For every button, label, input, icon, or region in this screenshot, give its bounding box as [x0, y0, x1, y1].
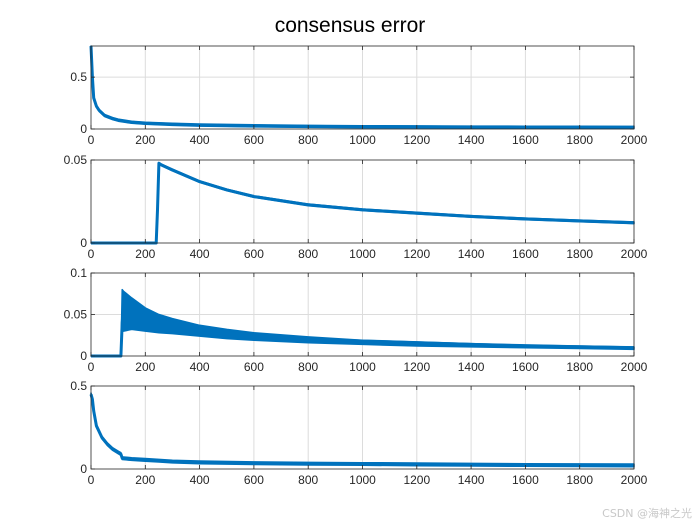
subplot-2: 0 200 400 600 800 1000 1200 1400 1600 1800 2000 0 0.…	[64, 153, 648, 261]
x-tick-label: 1600	[512, 247, 539, 261]
series-line	[89, 45, 635, 129]
y-tick-label: 0.5	[70, 379, 87, 393]
y-tick-label: 0	[80, 122, 87, 136]
series-line	[91, 304, 635, 358]
x-tick-label: 1400	[458, 247, 485, 261]
series-line	[91, 161, 635, 245]
y-tick-label: 0.05	[64, 308, 88, 322]
x-tick-label: 400	[190, 133, 210, 147]
y-tick-label: 0.05	[64, 153, 88, 167]
x-tick-label: 600	[244, 473, 264, 487]
x-tick-label: 1400	[458, 473, 485, 487]
x-tick-label: 0	[88, 133, 95, 147]
x-tick-label: 200	[135, 473, 155, 487]
x-tick-label: 1800	[566, 247, 593, 261]
x-tick-label: 1400	[458, 360, 485, 374]
x-tick-label: 1800	[566, 360, 593, 374]
y-tick-label: 0	[80, 349, 87, 363]
x-tick-label: 200	[135, 247, 155, 261]
x-tick-label: 0	[88, 360, 95, 374]
x-tick-label: 1600	[512, 133, 539, 147]
x-tick-label: 1000	[349, 247, 376, 261]
x-tick-label: 1600	[512, 473, 539, 487]
x-tick-label: 2000	[621, 247, 648, 261]
x-tick-label: 0	[88, 473, 95, 487]
x-tick-label: 1600	[512, 360, 539, 374]
x-tick-label: 1800	[566, 473, 593, 487]
x-tick-label: 2000	[621, 360, 648, 374]
y-tick-label: 0	[80, 462, 87, 476]
x-tick-label: 0	[88, 247, 95, 261]
x-tick-label: 800	[298, 133, 318, 147]
x-tick-label: 200	[135, 133, 155, 147]
subplot-3: 0 200 400 600 800 1000 1200 1400 1600 1800 2000 0 0.…	[64, 266, 648, 374]
x-tick-label: 1200	[403, 133, 430, 147]
watermark: CSDN @海神之光	[602, 507, 692, 520]
x-tick-label: 2000	[621, 133, 648, 147]
x-tick-label: 2000	[621, 473, 648, 487]
x-tick-label: 1000	[349, 133, 376, 147]
x-tick-label: 1400	[458, 133, 485, 147]
x-tick-label: 1800	[566, 133, 593, 147]
subplot-4: 0 200 400 600 800 1000 1200 1400 1600 1800 2000 0 0.…	[70, 379, 647, 487]
x-tick-label: 800	[298, 247, 318, 261]
x-tick-label: 600	[244, 133, 264, 147]
x-tick-label: 400	[190, 247, 210, 261]
x-tick-label: 1200	[403, 360, 430, 374]
x-tick-label: 1000	[349, 360, 376, 374]
subplot-1: 0 200 400 600 800 1000 1200 1400 1600 1800 2000 0 0.…	[70, 45, 648, 147]
x-tick-label: 800	[298, 473, 318, 487]
x-tick-label: 600	[244, 247, 264, 261]
y-tick-label: 0	[80, 236, 87, 250]
y-tick-label: 0.1	[70, 266, 87, 280]
y-tick-label: 0.5	[70, 70, 87, 84]
subplots: 0 200 400 600 800 1000 1200 1400 1600 1800 200000.…	[64, 45, 648, 487]
x-tick-label: 200	[135, 360, 155, 374]
x-tick-label: 1200	[403, 473, 430, 487]
x-tick-label: 400	[190, 473, 210, 487]
x-tick-label: 1000	[349, 473, 376, 487]
x-tick-label: 800	[298, 360, 318, 374]
x-tick-label: 600	[244, 360, 264, 374]
x-tick-label: 400	[190, 360, 210, 374]
series-line	[89, 393, 635, 467]
x-tick-label: 1200	[403, 247, 430, 261]
figure-title: consensus error	[275, 14, 426, 37]
